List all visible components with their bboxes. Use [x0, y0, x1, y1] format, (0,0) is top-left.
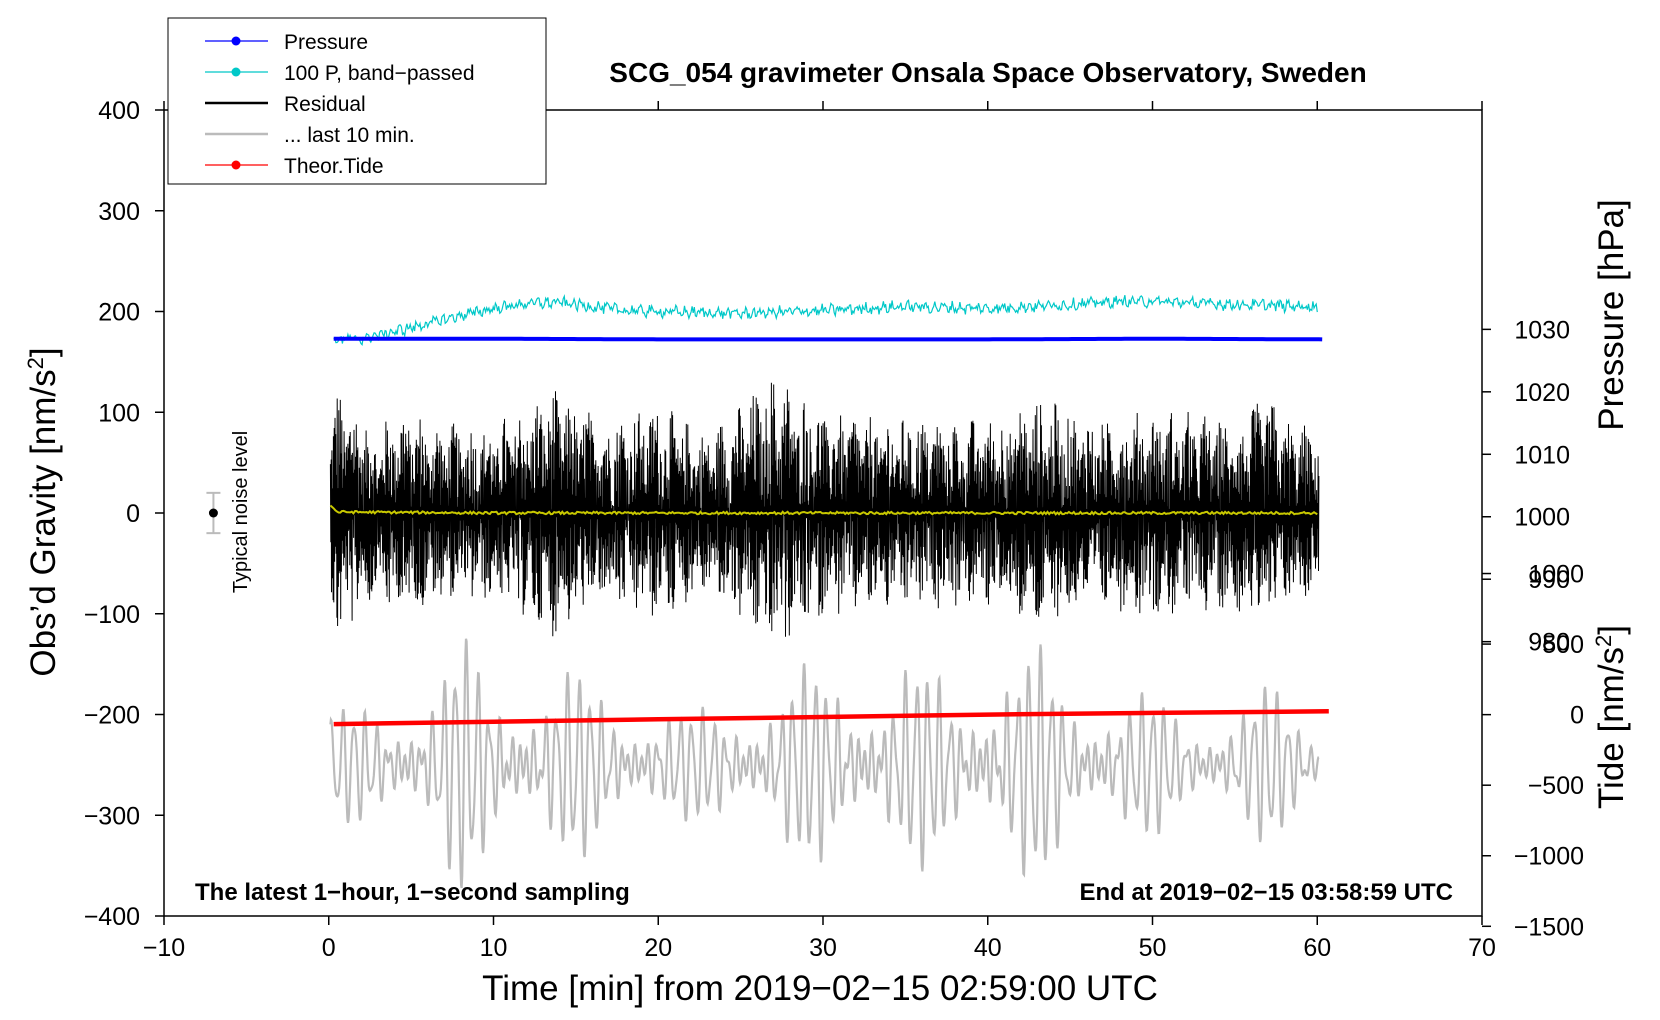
left-y-tick-label: 400: [98, 97, 140, 125]
pressure-axis: 1030 1020 1010 1000 990 980: [1482, 316, 1570, 657]
x-tick-label: −10: [143, 934, 185, 962]
pressure-tick-label: 1010: [1514, 441, 1570, 469]
series-theoretical-tide: [333, 709, 1329, 727]
legend-item: 100 P, band−passed: [205, 62, 475, 85]
series-last-10-min: [329, 638, 1320, 889]
pressure-axis-title: Pressure [hPa]: [1592, 199, 1631, 431]
left-y-tick-label: −400: [84, 903, 140, 931]
tide-tick-label: 0: [1570, 702, 1584, 730]
pressure-tick-label: 1020: [1514, 379, 1570, 407]
legend: Pressure 100 P, band−passed Residual ... la…: [167, 17, 547, 185]
tide-tick-label: 1000: [1528, 561, 1584, 589]
tide-tick-label: 500: [1542, 631, 1584, 659]
series-layer: [329, 294, 1329, 889]
end-time-note: End at 2019−02−15 03:58:59 UTC: [1079, 879, 1453, 906]
left-y-tick-label: −300: [84, 802, 140, 830]
legend-label: ... last 10 min.: [284, 124, 415, 147]
pressure-tick-label: 990: [1528, 566, 1570, 594]
legend-marker: [231, 36, 241, 46]
pressure-tick-label: 1000: [1514, 504, 1570, 532]
tide-axis: 1000 500 0 −500 −1000 −1500: [1482, 561, 1584, 941]
series-pressure-band-passed: [333, 294, 1318, 347]
series-residual-smoothed: [329, 504, 1318, 516]
noise-level-dot: [208, 508, 218, 518]
noise-level-marker: Typical noise level: [206, 431, 252, 593]
sampling-note: The latest 1−hour, 1−second sampling: [195, 879, 630, 906]
x-tick-label: 0: [322, 934, 336, 962]
noise-level-label: Typical noise level: [230, 431, 252, 593]
x-axis: −10 0 10 20 30 40 50 60 70: [143, 101, 1496, 962]
legend-marker: [231, 160, 241, 170]
tide-tick-label: −500: [1528, 772, 1584, 800]
x-tick-label: 20: [644, 934, 672, 962]
legend-item: Theor.Tide: [205, 155, 384, 178]
x-tick-label: 70: [1468, 934, 1496, 962]
legend-item: Residual: [205, 93, 366, 116]
left-y-axis-title: Obs’d Gravity [nm/s2]: [23, 347, 63, 676]
left-y-tick-label: 300: [98, 198, 140, 226]
x-tick-label: 60: [1303, 934, 1331, 962]
tide-tick-label: −1500: [1514, 913, 1584, 941]
legend-item: ... last 10 min.: [205, 124, 415, 147]
tide-tick-label: −1000: [1514, 843, 1584, 871]
x-tick-label: 50: [1139, 934, 1167, 962]
legend-item: Pressure: [205, 31, 368, 54]
x-tick-label: 10: [480, 934, 508, 962]
pressure-tick-label: 980: [1528, 629, 1570, 657]
pressure-tick-label: 1030: [1514, 316, 1570, 344]
left-y-tick-label: −100: [84, 601, 140, 629]
legend-label: 100 P, band−passed: [284, 62, 475, 85]
series-pressure: [333, 336, 1323, 342]
x-tick-label: 30: [809, 934, 837, 962]
legend-marker: [231, 67, 241, 77]
legend-label: Pressure: [284, 31, 368, 54]
legend-label: Residual: [284, 93, 366, 116]
legend-box: [167, 17, 547, 185]
left-y-axis: 400 300 200 100 0 −100 −200 −300 −400: [84, 97, 164, 931]
left-y-tick-label: 0: [126, 500, 140, 528]
legend-label: Theor.Tide: [284, 155, 384, 178]
left-y-tick-label: −200: [84, 702, 140, 730]
tide-axis-title: Tide [nm/s2]: [1591, 625, 1631, 809]
x-tick-label: 40: [974, 934, 1002, 962]
chart-title: SCG_054 gravimeter Onsala Space Observat…: [609, 57, 1366, 88]
series-residual: [329, 382, 1320, 637]
left-y-tick-label: 100: [98, 399, 140, 427]
x-axis-title: Time [min] from 2019−02−15 02:59:00 UTC: [482, 969, 1158, 1008]
left-y-tick-label: 200: [98, 299, 140, 327]
